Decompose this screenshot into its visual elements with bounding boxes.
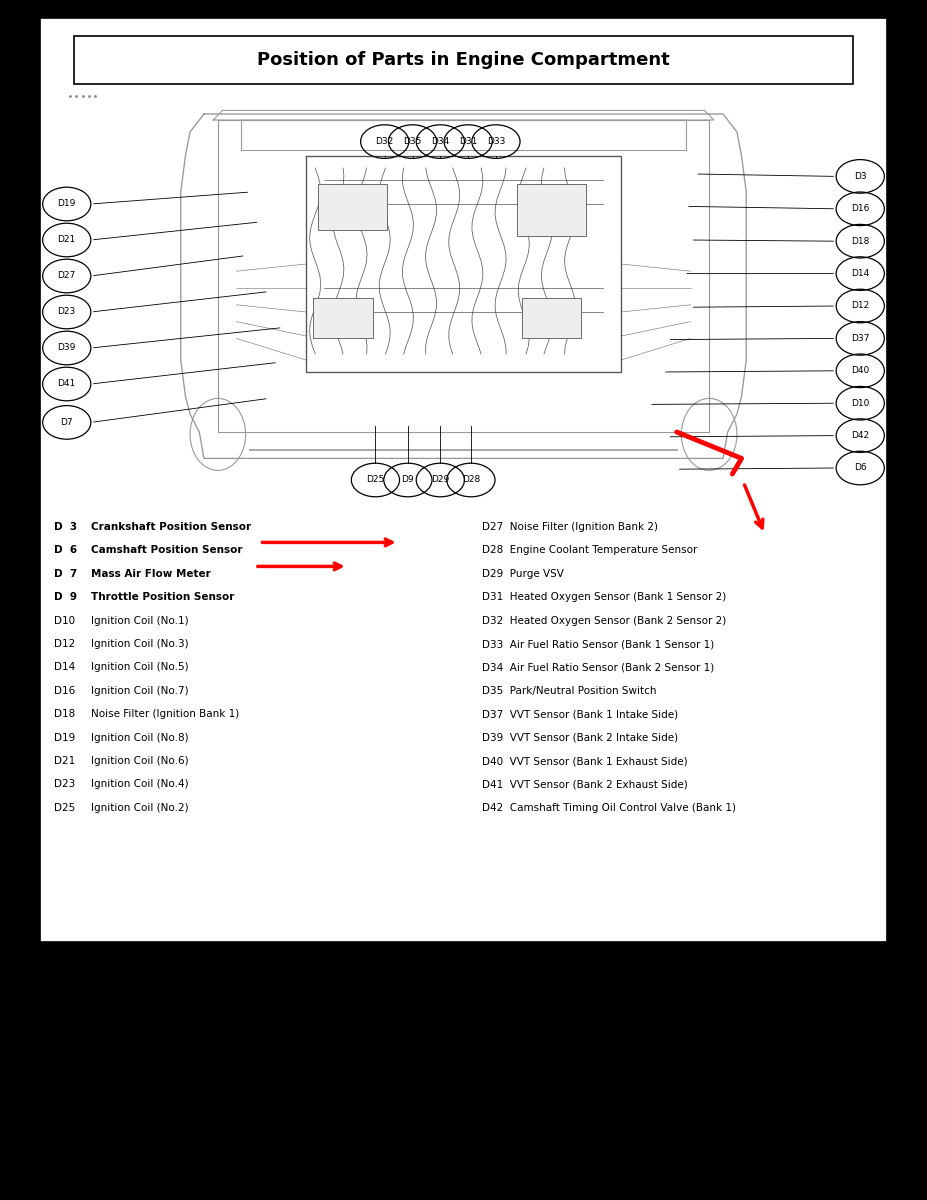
Text: D10: D10	[54, 616, 75, 625]
Text: D14: D14	[851, 269, 870, 278]
Text: D28  Engine Coolant Temperature Sensor: D28 Engine Coolant Temperature Sensor	[482, 545, 697, 556]
Text: D33  Air Fuel Ratio Sensor (Bank 1 Sensor 1): D33 Air Fuel Ratio Sensor (Bank 1 Sensor…	[482, 640, 715, 649]
Text: D23: D23	[54, 780, 75, 790]
Text: D6: D6	[854, 463, 867, 473]
Text: D39: D39	[57, 343, 76, 353]
FancyBboxPatch shape	[517, 184, 586, 236]
Text: D19: D19	[57, 199, 76, 209]
Text: Camshaft Position Sensor: Camshaft Position Sensor	[91, 545, 242, 556]
Text: Ignition Coil (No.4): Ignition Coil (No.4)	[91, 780, 188, 790]
Text: Ignition Coil (No.7): Ignition Coil (No.7)	[91, 686, 188, 696]
Text: D19: D19	[54, 732, 75, 743]
Text: D35: D35	[403, 137, 422, 146]
Text: D37  VVT Sensor (Bank 1 Intake Side): D37 VVT Sensor (Bank 1 Intake Side)	[482, 709, 679, 719]
Text: D41  VVT Sensor (Bank 2 Exhaust Side): D41 VVT Sensor (Bank 2 Exhaust Side)	[482, 780, 688, 790]
Text: D34: D34	[431, 137, 450, 146]
Text: D41: D41	[57, 379, 76, 389]
Text: D31: D31	[459, 137, 477, 146]
Text: Throttle Position Sensor: Throttle Position Sensor	[91, 593, 235, 602]
Text: D16: D16	[851, 204, 870, 214]
Text: D23: D23	[57, 307, 76, 317]
Text: D32  Heated Oxygen Sensor (Bank 2 Sensor 2): D32 Heated Oxygen Sensor (Bank 2 Sensor …	[482, 616, 726, 625]
Text: D12: D12	[851, 301, 870, 311]
Text: D10: D10	[851, 398, 870, 408]
Text: Ignition Coil (No.8): Ignition Coil (No.8)	[91, 732, 188, 743]
Text: D14: D14	[54, 662, 75, 672]
Text: Noise Filter (Ignition Bank 1): Noise Filter (Ignition Bank 1)	[91, 709, 239, 719]
FancyBboxPatch shape	[522, 298, 581, 338]
Text: D32: D32	[375, 137, 394, 146]
Text: D39  VVT Sensor (Bank 2 Intake Side): D39 VVT Sensor (Bank 2 Intake Side)	[482, 732, 679, 743]
Text: D3: D3	[854, 172, 867, 181]
Text: Ignition Coil (No.3): Ignition Coil (No.3)	[91, 640, 188, 649]
Text: D18: D18	[851, 236, 870, 246]
Text: D27: D27	[57, 271, 76, 281]
Text: D40: D40	[851, 366, 870, 376]
Text: D27  Noise Filter (Ignition Bank 2): D27 Noise Filter (Ignition Bank 2)	[482, 522, 658, 532]
Text: Ignition Coil (No.5): Ignition Coil (No.5)	[91, 662, 188, 672]
FancyBboxPatch shape	[74, 36, 853, 84]
Text: D  9: D 9	[54, 593, 77, 602]
Text: D21: D21	[54, 756, 75, 766]
Text: D42: D42	[851, 431, 870, 440]
Text: D35  Park/Neutral Position Switch: D35 Park/Neutral Position Switch	[482, 686, 656, 696]
Text: D25: D25	[54, 803, 75, 812]
Text: D7: D7	[60, 418, 73, 427]
Text: Ignition Coil (No.2): Ignition Coil (No.2)	[91, 803, 188, 812]
Text: D29  Purge VSV: D29 Purge VSV	[482, 569, 564, 578]
Text: Crankshaft Position Sensor: Crankshaft Position Sensor	[91, 522, 251, 532]
FancyBboxPatch shape	[318, 184, 387, 230]
Text: D  7: D 7	[54, 569, 77, 578]
Text: D28: D28	[462, 475, 480, 485]
Text: D18: D18	[54, 709, 75, 719]
Text: D31  Heated Oxygen Sensor (Bank 1 Sensor 2): D31 Heated Oxygen Sensor (Bank 1 Sensor …	[482, 593, 726, 602]
Text: D33: D33	[487, 137, 505, 146]
Text: D29: D29	[431, 475, 450, 485]
Text: D  3: D 3	[54, 522, 77, 532]
FancyBboxPatch shape	[40, 18, 887, 942]
Text: D  6: D 6	[54, 545, 77, 556]
Text: D37: D37	[851, 334, 870, 343]
Text: Position of Parts in Engine Compartment: Position of Parts in Engine Compartment	[257, 50, 670, 68]
Text: D34  Air Fuel Ratio Sensor (Bank 2 Sensor 1): D34 Air Fuel Ratio Sensor (Bank 2 Sensor…	[482, 662, 715, 672]
Text: D42  Camshaft Timing Oil Control Valve (Bank 1): D42 Camshaft Timing Oil Control Valve (B…	[482, 803, 736, 812]
Text: D16: D16	[54, 686, 75, 696]
Text: Ignition Coil (No.6): Ignition Coil (No.6)	[91, 756, 188, 766]
Text: Ignition Coil (No.1): Ignition Coil (No.1)	[91, 616, 188, 625]
Text: D25: D25	[366, 475, 385, 485]
Text: D12: D12	[54, 640, 75, 649]
Text: D21: D21	[57, 235, 76, 245]
Text: D9: D9	[401, 475, 414, 485]
FancyBboxPatch shape	[313, 298, 373, 338]
Text: D40  VVT Sensor (Bank 1 Exhaust Side): D40 VVT Sensor (Bank 1 Exhaust Side)	[482, 756, 688, 766]
Text: Mass Air Flow Meter: Mass Air Flow Meter	[91, 569, 210, 578]
